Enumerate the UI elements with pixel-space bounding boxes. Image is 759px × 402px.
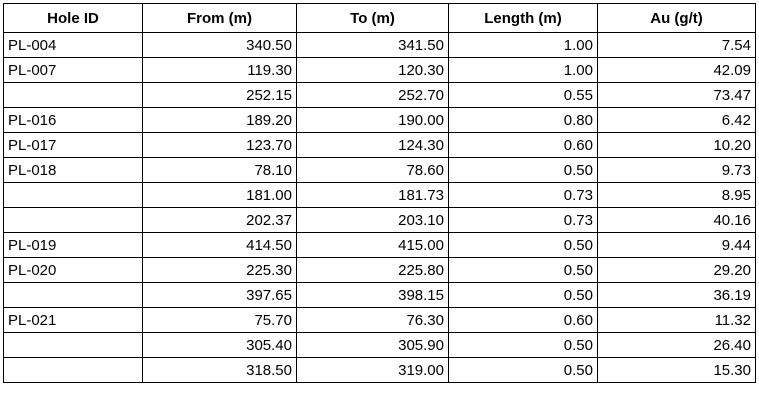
value-cell: 120.30	[296, 57, 449, 83]
value-cell: 40.16	[597, 207, 756, 233]
value-cell: 0.50	[448, 157, 598, 183]
value-cell: 0.73	[448, 207, 598, 233]
value-cell: 73.47	[597, 82, 756, 108]
value-cell: 124.30	[296, 132, 449, 158]
value-cell: 1.00	[448, 57, 598, 83]
hole-id-cell	[3, 282, 143, 308]
value-cell: 252.70	[296, 82, 449, 108]
value-cell: 0.50	[448, 232, 598, 258]
value-cell: 7.54	[597, 32, 756, 58]
value-cell: 202.37	[142, 207, 297, 233]
header-cell: Length (m)	[448, 3, 598, 33]
value-cell: 398.15	[296, 282, 449, 308]
table-row: PL-019 414.50 415.00 0.50 9.44	[3, 232, 756, 258]
table-row: PL-018 78.10 78.60 0.50 9.73	[3, 157, 756, 183]
table-row: 397.65 398.15 0.50 36.19	[3, 282, 756, 308]
value-cell: 9.44	[597, 232, 756, 258]
value-cell: 415.00	[296, 232, 449, 258]
header-cell: Au (g/t)	[597, 3, 756, 33]
value-cell: 305.90	[296, 332, 449, 358]
value-cell: 319.00	[296, 357, 449, 383]
value-cell: 305.40	[142, 332, 297, 358]
table-row: 181.00 181.73 0.73 8.95	[3, 182, 756, 208]
hole-id-cell: PL-020	[3, 257, 143, 283]
value-cell: 225.80	[296, 257, 449, 283]
value-cell: 29.20	[597, 257, 756, 283]
hole-id-cell	[3, 332, 143, 358]
value-cell: 397.65	[142, 282, 297, 308]
value-cell: 75.70	[142, 307, 297, 333]
value-cell: 0.60	[448, 307, 598, 333]
value-cell: 0.50	[448, 357, 598, 383]
value-cell: 340.50	[142, 32, 297, 58]
value-cell: 8.95	[597, 182, 756, 208]
value-cell: 15.30	[597, 357, 756, 383]
table-row: 202.37 203.10 0.73 40.16	[3, 207, 756, 233]
value-cell: 1.00	[448, 32, 598, 58]
header-cell: From (m)	[142, 3, 297, 33]
value-cell: 190.00	[296, 107, 449, 133]
header-cell: Hole ID	[3, 3, 143, 33]
value-cell: 0.80	[448, 107, 598, 133]
value-cell: 123.70	[142, 132, 297, 158]
value-cell: 0.50	[448, 257, 598, 283]
hole-id-cell: PL-016	[3, 107, 143, 133]
table-row: PL-020 225.30 225.80 0.50 29.20	[3, 257, 756, 283]
value-cell: 0.60	[448, 132, 598, 158]
hole-id-cell: PL-019	[3, 232, 143, 258]
value-cell: 181.73	[296, 182, 449, 208]
value-cell: 76.30	[296, 307, 449, 333]
hole-id-cell	[3, 82, 143, 108]
header-row: Hole ID From (m) To (m) Length (m) Au (g/t)	[3, 3, 756, 33]
value-cell: 36.19	[597, 282, 756, 308]
hole-id-cell	[3, 182, 143, 208]
hole-id-cell: PL-017	[3, 132, 143, 158]
value-cell: 0.55	[448, 82, 598, 108]
value-cell: 341.50	[296, 32, 449, 58]
value-cell: 9.73	[597, 157, 756, 183]
value-cell: 6.42	[597, 107, 756, 133]
value-cell: 189.20	[142, 107, 297, 133]
table-row: PL-021 75.70 76.30 0.60 11.32	[3, 307, 756, 333]
table-row: 318.50 319.00 0.50 15.30	[3, 357, 756, 383]
value-cell: 78.60	[296, 157, 449, 183]
table-row: 305.40 305.90 0.50 26.40	[3, 332, 756, 358]
table-row: PL-007 119.30 120.30 1.00 42.09	[3, 57, 756, 83]
value-cell: 181.00	[142, 182, 297, 208]
hole-id-cell: PL-007	[3, 57, 143, 83]
value-cell: 26.40	[597, 332, 756, 358]
hole-id-cell	[3, 357, 143, 383]
header-cell: To (m)	[296, 3, 449, 33]
value-cell: 78.10	[142, 157, 297, 183]
hole-id-cell: PL-018	[3, 157, 143, 183]
value-cell: 10.20	[597, 132, 756, 158]
value-cell: 225.30	[142, 257, 297, 283]
table-row: 252.15 252.70 0.55 73.47	[3, 82, 756, 108]
hole-id-cell: PL-021	[3, 307, 143, 333]
value-cell: 0.50	[448, 332, 598, 358]
value-cell: 42.09	[597, 57, 756, 83]
value-cell: 0.50	[448, 282, 598, 308]
value-cell: 252.15	[142, 82, 297, 108]
table-body: PL-004 340.50 341.50 1.00 7.54 PL-007 119.30 12…	[3, 32, 756, 383]
value-cell: 0.73	[448, 182, 598, 208]
hole-id-cell	[3, 207, 143, 233]
value-cell: 11.32	[597, 307, 756, 333]
value-cell: 414.50	[142, 232, 297, 258]
value-cell: 318.50	[142, 357, 297, 383]
hole-id-cell: PL-004	[3, 32, 143, 58]
value-cell: 203.10	[296, 207, 449, 233]
data-table: Hole ID From (m) To (m) Length (m) Au (g/t) …	[3, 3, 756, 383]
table-row: PL-004 340.50 341.50 1.00 7.54	[3, 32, 756, 58]
table-row: PL-016 189.20 190.00 0.80 6.42	[3, 107, 756, 133]
value-cell: 119.30	[142, 57, 297, 83]
table-row: PL-017 123.70 124.30 0.60 10.20	[3, 132, 756, 158]
